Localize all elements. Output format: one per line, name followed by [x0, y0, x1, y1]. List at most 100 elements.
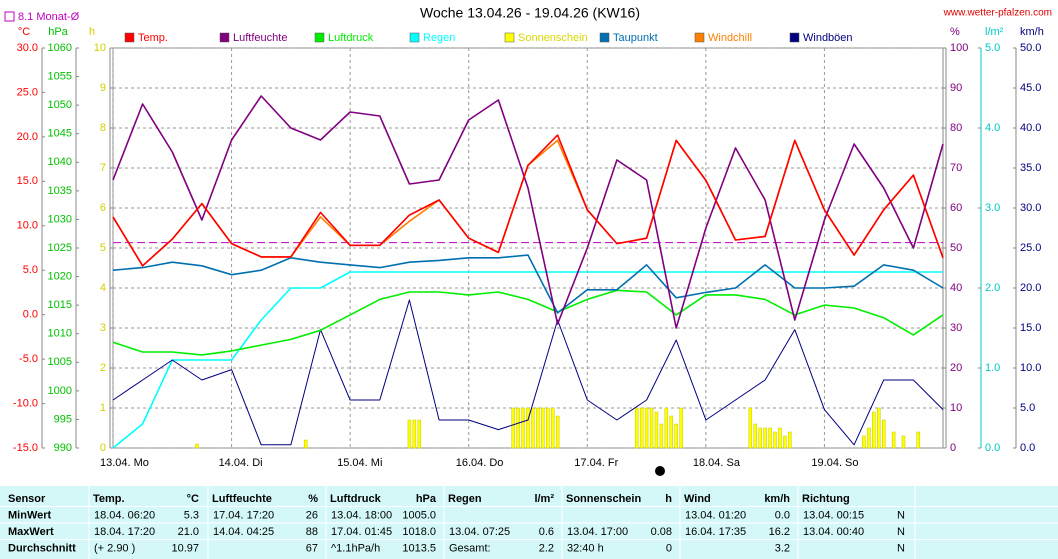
y-tick-label: 10.0: [17, 220, 38, 232]
table-cell: 13.04. 01:20: [685, 509, 746, 521]
sun-bar: [862, 435, 866, 449]
y-tick-label: 1000: [48, 385, 72, 397]
sun-bar: [901, 435, 906, 449]
y-tick-label: 70: [950, 162, 962, 174]
table-cell: 32:40 h: [567, 542, 604, 554]
y-tick-label: -10.0: [13, 397, 38, 409]
y-tick-label: 4.0: [985, 122, 1000, 134]
y-tick-label: 20.0: [17, 131, 38, 143]
legend-swatch: [694, 32, 705, 43]
y-tick-label: 50.0: [1020, 42, 1041, 54]
table-cell: 67: [306, 542, 318, 554]
y-tick-label: 15.0: [17, 175, 38, 187]
y-tick-label: 20: [950, 362, 962, 374]
y-tick-label: 1020: [48, 270, 72, 282]
y-tick-label: 995: [54, 413, 72, 425]
table-cell: 13.04. 18:00: [331, 509, 392, 521]
y-tick-label: 5: [100, 242, 106, 254]
y-tick-label: 1035: [48, 185, 72, 197]
axis-title: h: [89, 26, 95, 38]
table-cell: 16.2: [769, 526, 790, 538]
x-tick-label: 14.04. Di: [219, 457, 263, 469]
table-cell: 18.04. 17:20: [94, 526, 155, 538]
sun-bar: [669, 415, 674, 449]
y-tick-label: -15.0: [13, 442, 38, 454]
table-header: Regen: [448, 493, 482, 505]
sun-bar: [634, 407, 639, 449]
table-header: Temp.: [93, 493, 125, 505]
y-tick-label: 15.0: [1020, 322, 1041, 334]
y-tick-label: 25.0: [1020, 242, 1041, 254]
sun-bar: [783, 435, 787, 449]
moon-ring: [655, 466, 665, 476]
series-line: [112, 95, 944, 329]
sun-bar: [550, 407, 555, 449]
y-tick-label: 80: [950, 122, 962, 134]
table-cell: 1005.0: [402, 509, 436, 521]
y-tick-label: 1045: [48, 128, 72, 140]
axis-title: hPa: [48, 26, 68, 38]
x-tick-label: 16.04. Do: [456, 457, 504, 469]
table-cell: 0.0: [775, 509, 790, 521]
series-line: [112, 134, 944, 267]
sun-bar: [644, 407, 649, 449]
sun-bar: [768, 427, 772, 449]
y-tick-label: 9: [100, 82, 106, 94]
table-cell: 0.6: [539, 526, 554, 538]
sun-bar: [639, 407, 644, 449]
sun-bar: [555, 415, 560, 449]
sun-bar: [763, 427, 767, 449]
sun-bar: [526, 407, 530, 449]
sun-bar: [659, 423, 664, 449]
table-row-label: MaxWert: [8, 526, 54, 538]
sun-bar: [891, 431, 896, 449]
sun-bar: [531, 407, 535, 449]
table-header: Sonnenschein: [566, 493, 641, 505]
sun-bar: [773, 431, 777, 449]
axis-title: °C: [18, 26, 30, 38]
legend-label: Windböen: [803, 32, 853, 44]
table-cell: 14.04. 04:25: [213, 526, 274, 538]
y-tick-label: 2.0: [985, 282, 1000, 294]
table-cell: 26: [306, 509, 318, 521]
table-unit: km/h: [764, 493, 790, 505]
y-tick-label: 0.0: [1020, 442, 1035, 454]
table-cell: 17.04. 01:45: [331, 526, 392, 538]
y-tick-label: 4: [100, 282, 106, 294]
sun-bar: [649, 407, 654, 449]
y-tick-label: 8: [100, 122, 106, 134]
y-tick-label: 0: [950, 442, 956, 454]
y-tick-label: 6: [100, 202, 106, 214]
monthly-label: 8.1 Monat-Ø: [18, 11, 80, 23]
table-header: Luftfeuchte: [212, 493, 272, 505]
table-cell: 1018.0: [402, 526, 436, 538]
sun-bar: [546, 407, 550, 449]
table-unit: °C: [187, 493, 199, 505]
y-tick-label: 30.0: [1020, 202, 1041, 214]
legend-label: Sonnenschein: [518, 32, 588, 44]
sun-bar: [867, 427, 871, 449]
x-tick-label: 18.04. Sa: [693, 457, 741, 469]
table-cell: 16.04. 17:35: [685, 526, 746, 538]
sun-bar: [872, 411, 876, 449]
legend-swatch: [219, 32, 230, 43]
sun-bar: [748, 407, 753, 449]
sun-bar: [753, 423, 758, 449]
sun-bar: [303, 439, 308, 449]
table-unit: l/m²: [534, 493, 554, 505]
series-line: [112, 299, 944, 446]
legend-swatch: [409, 32, 420, 43]
y-tick-label: 0.0: [985, 442, 1000, 454]
table-cell: N: [897, 542, 905, 554]
y-tick-label: 60: [950, 202, 962, 214]
table-cell: 10.97: [171, 542, 199, 554]
table-unit: %: [308, 493, 318, 505]
y-tick-label: 45.0: [1020, 82, 1041, 94]
y-tick-label: 3: [100, 322, 106, 334]
sun-bar: [788, 431, 792, 449]
y-tick-label: 1.0: [985, 362, 1000, 374]
sun-bar: [536, 407, 540, 449]
y-tick-label: 1025: [48, 242, 72, 254]
table-cell: 13.04. 00:15: [803, 509, 864, 521]
